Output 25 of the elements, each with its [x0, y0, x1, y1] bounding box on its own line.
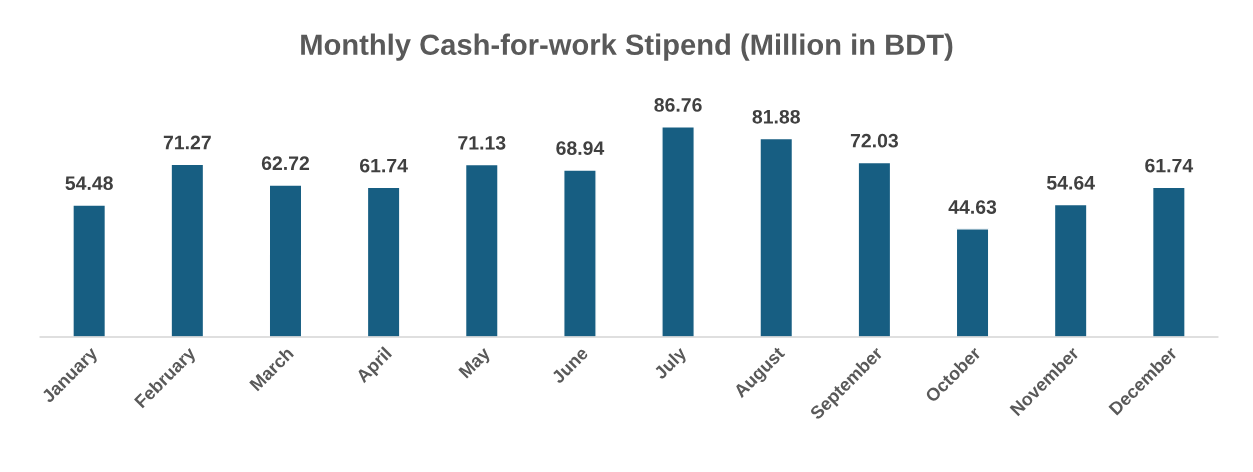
bar	[661, 126, 695, 338]
bar	[759, 137, 794, 338]
bar	[170, 163, 205, 338]
data-label: 54.48	[65, 176, 113, 191]
data-label: 61.74	[360, 158, 408, 173]
bar	[268, 184, 303, 338]
bar	[464, 163, 499, 338]
data-label: 71.13	[458, 135, 506, 150]
data-label: 81.88	[752, 109, 800, 124]
data-label: 62.72	[261, 156, 310, 171]
data-label: 68.94	[556, 141, 605, 156]
chart-title: Monthly Cash-for-work Stipend (Million in BDT)	[301, 33, 953, 61]
data-label: 54.64	[1046, 175, 1095, 190]
data-label: 86.76	[654, 98, 702, 112]
bar	[366, 186, 401, 338]
bar	[72, 204, 107, 338]
data-label: 61.74	[1145, 158, 1194, 173]
bar	[563, 169, 597, 338]
data-label: 71.27	[163, 135, 211, 150]
bar	[857, 161, 892, 338]
bar	[1151, 186, 1186, 338]
data-label: 72.03	[850, 133, 899, 148]
bar	[955, 228, 990, 338]
data-label: 44.63	[948, 200, 997, 214]
bar	[1053, 203, 1088, 338]
